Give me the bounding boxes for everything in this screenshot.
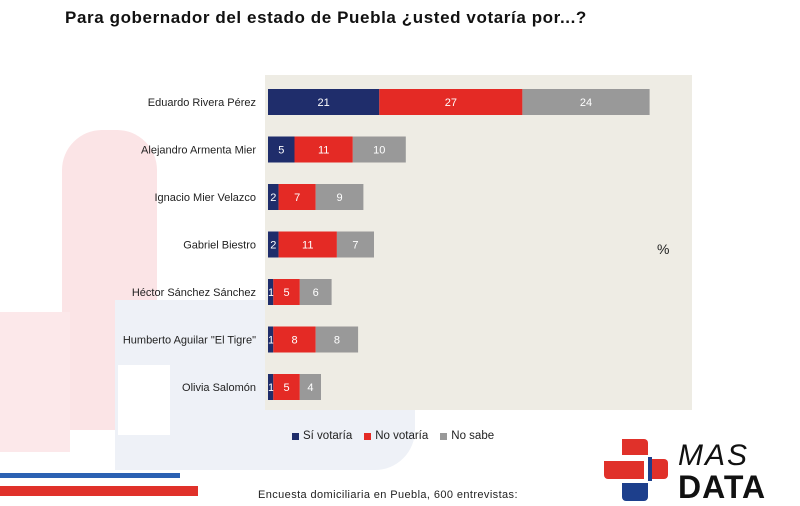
category-label: Héctor Sánchez Sánchez <box>132 287 256 299</box>
legend-label: Sí votaría <box>303 430 353 442</box>
category-label: Alejandro Armenta Mier <box>141 145 256 157</box>
bar-segment <box>522 89 650 115</box>
bar-segment <box>278 231 337 258</box>
data-label: 11 <box>302 240 313 252</box>
bar-segment <box>268 279 274 305</box>
logo-text: DATA <box>678 469 767 505</box>
logo-text: MAS <box>678 439 750 472</box>
blue-stripe <box>0 473 180 478</box>
data-label: 2 <box>270 192 276 204</box>
bar-segment <box>268 326 274 353</box>
legend: Sí votaría No votaría No sabe <box>292 430 494 442</box>
data-label: 5 <box>283 287 289 299</box>
bar-segment <box>294 136 353 163</box>
data-label: 8 <box>291 335 297 347</box>
bar-segment <box>268 231 279 258</box>
chart-title: Para gobernador del estado de Puebla ¿us… <box>65 8 587 27</box>
data-label: 6 <box>313 287 319 299</box>
data-label: 5 <box>283 382 289 394</box>
bar-segment <box>336 231 374 258</box>
data-label: 4 <box>307 382 313 394</box>
bar-segment <box>268 374 274 400</box>
data-label: 21 <box>318 97 330 109</box>
data-label: 1 <box>268 335 274 347</box>
bar-segment <box>379 89 523 115</box>
category-label: Humberto Aguilar "El Tigre" <box>123 335 256 347</box>
background-decoration <box>118 365 170 435</box>
footnote: Encuesta domiciliaria en Puebla, 600 ent… <box>258 489 518 501</box>
cross-logo-icon <box>604 439 668 501</box>
bar-segment <box>268 136 295 163</box>
data-label: 2 <box>270 240 276 252</box>
unit-label: % <box>657 241 670 257</box>
data-label: 27 <box>445 97 457 109</box>
legend-item: Sí votaría <box>292 430 352 442</box>
bar-segment <box>273 374 300 400</box>
bar-segment <box>278 184 316 210</box>
category-label: Ignacio Mier Velazco <box>155 192 257 204</box>
bar-segment <box>299 279 332 305</box>
mas-data-logo: MAS DATA <box>600 435 790 505</box>
legend-item: No sabe <box>440 430 494 442</box>
data-label: 9 <box>336 192 342 204</box>
legend-item: No votaría <box>364 430 428 442</box>
legend-label: No sabe <box>451 430 495 442</box>
legend-label: No votaría <box>375 430 429 442</box>
legend-swatch <box>292 432 299 440</box>
data-label: 1 <box>268 382 274 394</box>
bar-segment <box>268 184 279 210</box>
bar-segment <box>299 374 321 400</box>
legend-swatch <box>364 432 372 440</box>
data-label: 7 <box>294 192 300 204</box>
data-label: 7 <box>352 240 358 252</box>
category-label: Eduardo Rivera Pérez <box>148 97 256 109</box>
red-stripe <box>0 486 198 496</box>
bar-segment <box>315 326 359 353</box>
category-label: Olivia Salomón <box>182 382 256 394</box>
data-label: 10 <box>373 145 385 157</box>
legend-swatch <box>440 432 448 440</box>
bar-segment <box>273 326 316 353</box>
bar-segment <box>352 136 406 163</box>
bar-segment <box>268 89 380 115</box>
background-decoration <box>0 312 70 452</box>
data-label: 8 <box>334 335 340 347</box>
category-label: Gabriel Biestro <box>183 240 256 252</box>
bar-segment <box>315 184 364 210</box>
data-label: 24 <box>580 97 592 109</box>
data-label: 1 <box>268 287 274 299</box>
data-label: 11 <box>318 145 329 157</box>
bar-segment <box>273 279 300 305</box>
data-label: 5 <box>278 145 284 157</box>
